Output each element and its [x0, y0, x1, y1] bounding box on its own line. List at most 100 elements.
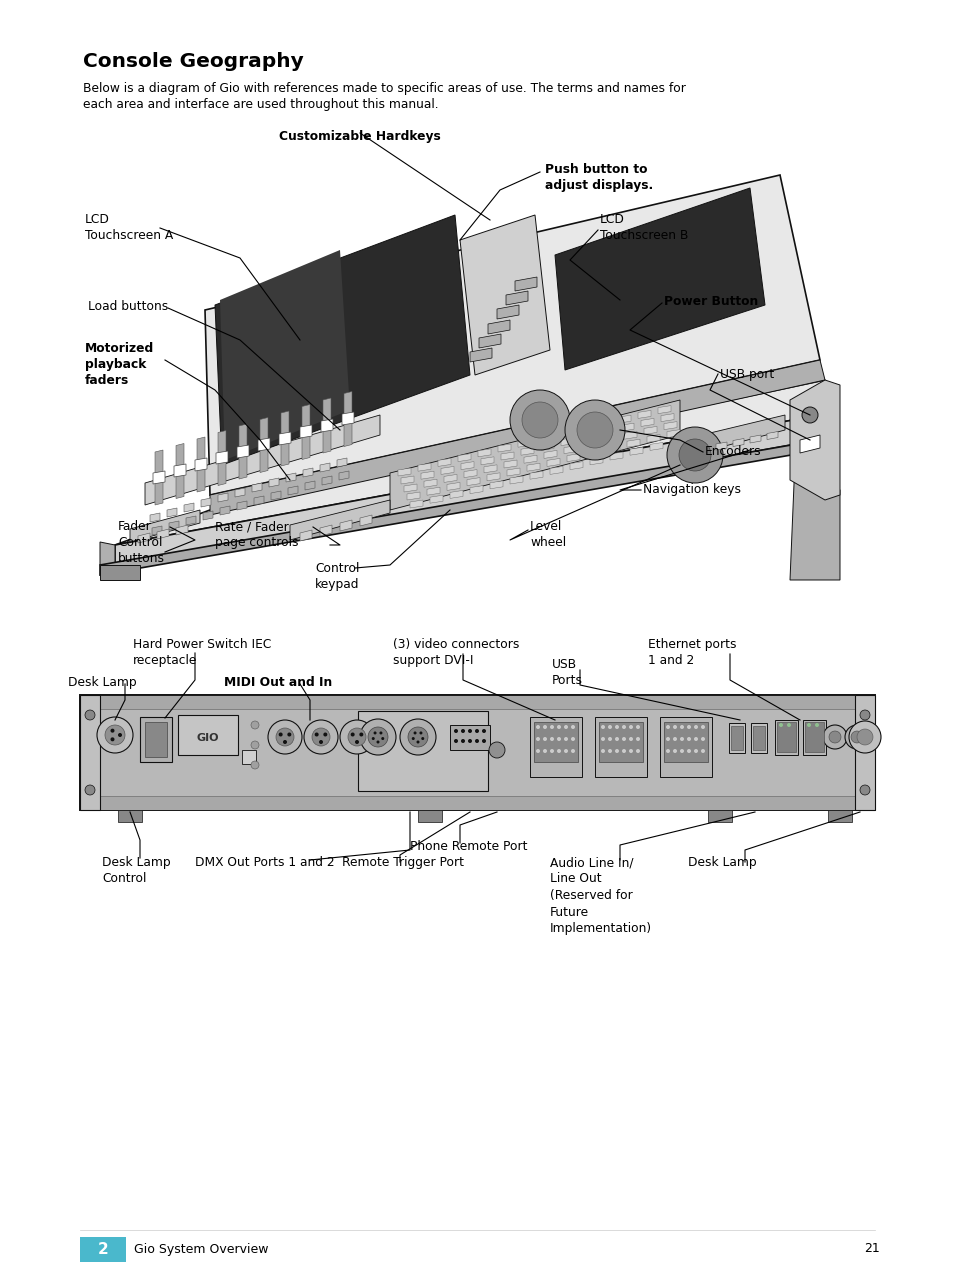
Polygon shape — [323, 398, 331, 453]
Polygon shape — [523, 455, 537, 463]
Polygon shape — [566, 454, 579, 462]
Polygon shape — [320, 418, 333, 432]
Polygon shape — [157, 529, 169, 539]
Polygon shape — [649, 443, 662, 450]
Polygon shape — [115, 380, 824, 544]
Bar — [663, 722, 707, 762]
Bar — [534, 722, 578, 762]
Circle shape — [600, 749, 604, 753]
Polygon shape — [789, 460, 840, 580]
Circle shape — [859, 785, 869, 795]
Text: MIDI Out and In: MIDI Out and In — [224, 675, 332, 689]
Polygon shape — [130, 510, 200, 542]
Circle shape — [571, 749, 575, 753]
Text: Desk Lamp
Control: Desk Lamp Control — [102, 856, 171, 885]
Polygon shape — [220, 251, 350, 460]
Circle shape — [700, 725, 704, 729]
Polygon shape — [666, 430, 679, 438]
Circle shape — [372, 736, 375, 740]
Polygon shape — [407, 492, 419, 500]
Polygon shape — [497, 305, 518, 319]
Circle shape — [621, 749, 625, 753]
Circle shape — [481, 729, 485, 733]
Circle shape — [859, 710, 869, 720]
Circle shape — [379, 731, 382, 734]
Polygon shape — [220, 506, 230, 515]
Circle shape — [628, 725, 633, 729]
Polygon shape — [252, 483, 262, 492]
Polygon shape — [271, 491, 281, 500]
Bar — [730, 726, 742, 750]
Polygon shape — [463, 469, 476, 477]
Circle shape — [679, 439, 710, 471]
Bar — [827, 810, 851, 822]
Polygon shape — [236, 501, 247, 510]
Circle shape — [636, 749, 639, 753]
Polygon shape — [578, 425, 590, 432]
Text: Fader
Control
buttons: Fader Control buttons — [118, 520, 165, 565]
Polygon shape — [210, 360, 824, 515]
Polygon shape — [659, 717, 711, 777]
Polygon shape — [483, 464, 497, 473]
Circle shape — [412, 736, 415, 740]
Circle shape — [275, 728, 294, 745]
Polygon shape — [569, 462, 582, 469]
Circle shape — [700, 749, 704, 753]
Polygon shape — [470, 486, 482, 494]
Bar — [774, 720, 797, 756]
Circle shape — [414, 731, 416, 734]
Text: Desk Lamp: Desk Lamp — [687, 856, 756, 869]
Circle shape — [628, 736, 633, 742]
Circle shape — [786, 722, 790, 728]
Polygon shape — [299, 425, 312, 438]
Polygon shape — [589, 457, 602, 464]
Text: Customizable Hardkeys: Customizable Hardkeys — [279, 130, 440, 142]
Text: LCD
Touchscreen A: LCD Touchscreen A — [85, 212, 173, 242]
Bar — [80, 695, 874, 709]
Polygon shape — [173, 464, 186, 477]
Polygon shape — [319, 525, 332, 536]
Bar — [178, 715, 237, 756]
Polygon shape — [145, 415, 379, 505]
Circle shape — [510, 391, 569, 450]
Circle shape — [571, 736, 575, 742]
Polygon shape — [540, 443, 554, 450]
Polygon shape — [467, 477, 479, 486]
Text: Load buttons: Load buttons — [88, 300, 168, 313]
Polygon shape — [175, 444, 184, 499]
Circle shape — [251, 742, 258, 749]
Polygon shape — [520, 448, 534, 455]
Circle shape — [557, 725, 560, 729]
Polygon shape — [150, 513, 160, 522]
Polygon shape — [167, 508, 177, 516]
Circle shape — [615, 725, 618, 729]
Text: Encoders: Encoders — [704, 445, 760, 458]
Circle shape — [481, 739, 485, 743]
Text: Ethernet ports
1 and 2: Ethernet ports 1 and 2 — [647, 639, 736, 667]
Circle shape — [283, 740, 287, 744]
Text: USB
Ports: USB Ports — [552, 658, 582, 687]
Polygon shape — [526, 463, 539, 471]
Polygon shape — [457, 454, 471, 462]
Polygon shape — [169, 522, 179, 530]
Polygon shape — [620, 424, 634, 431]
Polygon shape — [196, 438, 205, 492]
Circle shape — [421, 736, 424, 740]
Polygon shape — [417, 463, 431, 471]
Bar — [80, 1236, 126, 1262]
Polygon shape — [490, 481, 502, 488]
Polygon shape — [269, 478, 278, 487]
Bar — [598, 722, 642, 762]
Polygon shape — [638, 411, 650, 418]
Bar — [140, 717, 172, 762]
Bar — [802, 720, 825, 756]
Bar — [417, 810, 441, 822]
Polygon shape — [260, 417, 268, 472]
Polygon shape — [286, 473, 295, 482]
Polygon shape — [480, 457, 494, 464]
Circle shape — [323, 733, 327, 736]
Bar — [85, 709, 869, 796]
Polygon shape — [338, 471, 349, 480]
Polygon shape — [618, 415, 630, 424]
Circle shape — [85, 710, 95, 720]
